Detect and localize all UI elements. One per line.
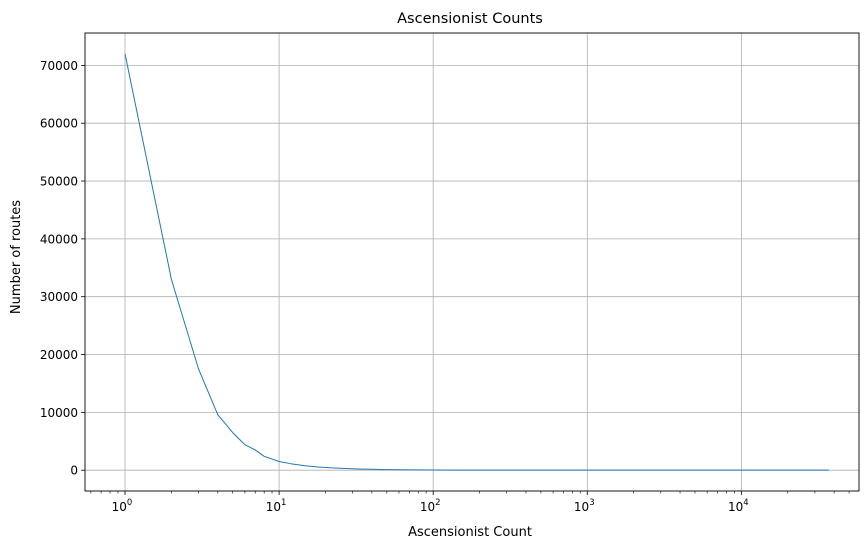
x-tick-label: 101	[266, 498, 287, 514]
chart-title: Ascensionist Counts	[397, 11, 543, 27]
y-tick-label: 30000	[40, 290, 78, 304]
y-axis-label: Number of routes	[9, 200, 24, 314]
x-tick-label: 103	[574, 498, 595, 514]
y-tick-label: 50000	[40, 175, 78, 189]
series-line	[124, 53, 829, 471]
x-axis-ticks: 100 101 102 103 104	[90, 491, 850, 514]
y-tick-label: 40000	[40, 232, 78, 246]
y-tick-label: 0	[70, 464, 78, 478]
series-line-layer	[124, 53, 829, 471]
y-tick-label: 60000	[40, 117, 78, 131]
y-tick-label: 70000	[40, 59, 78, 73]
x-axis-label: Ascensionist Count	[408, 525, 532, 540]
x-tick-label: 100	[112, 498, 133, 514]
y-tick-label: 20000	[40, 348, 78, 362]
plot-frame	[84, 32, 860, 492]
x-tick-label: 102	[420, 498, 441, 514]
grid	[85, 33, 859, 491]
y-axis-ticks: 0 10000 20000 30000 40000 50000 60000 70000	[40, 59, 85, 478]
x-tick-label: 104	[728, 498, 749, 514]
y-tick-label: 10000	[40, 406, 78, 420]
